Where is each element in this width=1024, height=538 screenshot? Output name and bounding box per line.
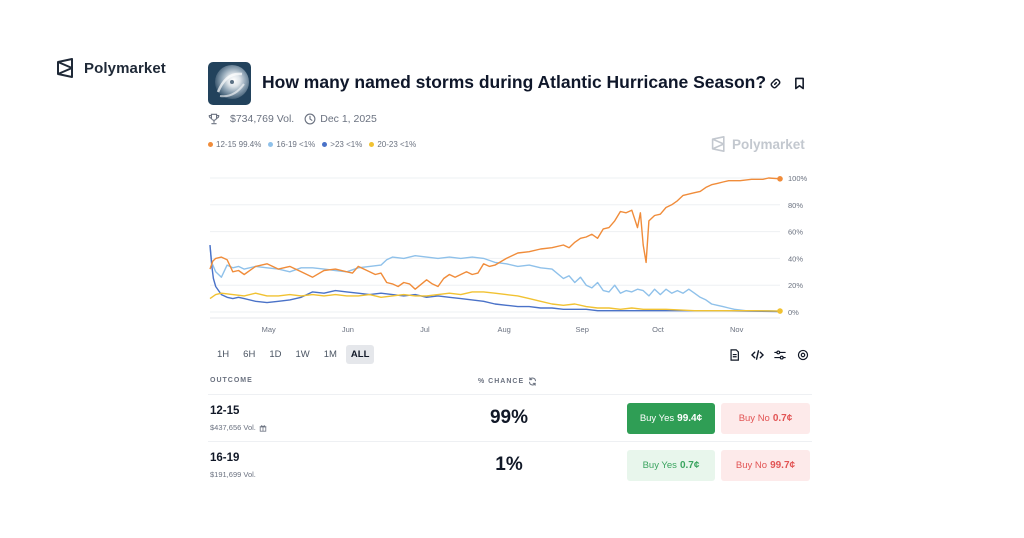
end-date-info: Dec 1, 2025: [304, 113, 377, 125]
x-tick-label: Jun: [342, 325, 354, 334]
chart-legend: 12-15 99.4% 16-19 <1% >23 <1% 20-23 <1%: [208, 140, 423, 149]
brand-name: Polymarket: [84, 59, 166, 77]
buy-yes-button[interactable]: Buy Yes 0.7¢: [627, 450, 715, 481]
sliders-icon[interactable]: [773, 348, 787, 362]
polymarket-logo-icon: [711, 136, 725, 152]
x-tick-label: Sep: [576, 325, 589, 334]
buy-yes-button[interactable]: Buy Yes 99.4¢: [627, 403, 715, 434]
series-endpoint-12-15: [777, 176, 783, 182]
range-1w[interactable]: 1W: [295, 349, 310, 360]
series-line-20-23: [209, 291, 781, 312]
chart-watermark: Polymarket: [711, 136, 805, 152]
y-tick-label: 100%: [788, 174, 808, 183]
x-tick-label: Oct: [652, 325, 665, 334]
buy-no-button[interactable]: Buy No 0.7¢: [721, 403, 810, 434]
market-title: How many named storms during Atlantic Hu…: [262, 72, 767, 92]
series-line-16-19: [209, 246, 781, 312]
outcome-row[interactable]: 12-15 $437,656 Vol. 99% Buy Yes 99.4¢ Buy…: [208, 394, 812, 440]
outcome-chance: 99%: [489, 407, 529, 428]
outcome-volume: $191,699 Vol.: [210, 470, 256, 479]
bookmark-icon[interactable]: [790, 74, 808, 92]
legend-item: 12-15 99.4%: [208, 140, 261, 149]
range-1m[interactable]: 1M: [323, 349, 337, 360]
outcome-row[interactable]: 16-19 $191,699 Vol. 1% Buy Yes 0.7¢ Buy N…: [208, 441, 812, 487]
probability-chart[interactable]: 100% 80% 60% 40% 20% 0% May Jun Jul Aug Sep Oct Nov: [208, 164, 812, 340]
range-1h[interactable]: 1H: [217, 349, 230, 360]
total-volume: $734,769 Vol.: [230, 113, 295, 125]
gift-icon: [259, 424, 267, 432]
x-tick-label: May: [262, 325, 276, 334]
trophy-icon: [208, 113, 220, 125]
market-meta: $734,769 Vol. Dec 1, 2025: [208, 113, 387, 125]
copy-link-icon[interactable]: [766, 74, 784, 92]
chance-header: % CHANCE: [478, 377, 537, 386]
series-endpoint-20-23: [777, 308, 783, 314]
legend-item: >23 <1%: [322, 140, 362, 149]
market-image: [208, 62, 251, 105]
brand[interactable]: Polymarket: [56, 58, 166, 78]
series-line-12-15: [209, 177, 781, 290]
document-icon[interactable]: [727, 348, 741, 362]
y-tick-label: 0%: [788, 308, 799, 317]
polymarket-logo-icon: [57, 58, 73, 78]
outcome-name: 16-19: [210, 452, 240, 464]
series-line->23: [209, 244, 781, 313]
embed-code-icon[interactable]: [750, 348, 764, 362]
outcome-name: 12-15: [210, 405, 240, 417]
time-range-selector: 1H 6H 1D 1W 1M ALL: [212, 345, 375, 364]
legend-item: 16-19 <1%: [268, 140, 315, 149]
x-tick-label: Aug: [497, 325, 510, 334]
y-tick-label: 20%: [788, 281, 803, 290]
range-all[interactable]: ALL: [345, 345, 375, 364]
outcome-header: OUTCOME: [210, 377, 253, 384]
buy-no-button[interactable]: Buy No 99.7¢: [721, 450, 810, 481]
clock-icon: [304, 113, 316, 125]
refresh-icon[interactable]: [528, 377, 537, 386]
market-header: How many named storms during Atlantic Hu…: [208, 60, 812, 106]
chart-tools: [727, 348, 810, 362]
y-tick-label: 80%: [788, 201, 803, 210]
x-tick-label: Jul: [420, 325, 430, 334]
end-date: Dec 1, 2025: [320, 113, 377, 125]
range-6h[interactable]: 6H: [243, 349, 256, 360]
legend-item: 20-23 <1%: [369, 140, 416, 149]
x-tick-label: Nov: [730, 325, 744, 334]
y-tick-label: 60%: [788, 228, 803, 237]
settings-gear-icon[interactable]: [796, 348, 810, 362]
outcome-volume: $437,656 Vol.: [210, 423, 267, 432]
volume-info: $734,769 Vol.: [208, 113, 294, 125]
outcome-chance: 1%: [495, 454, 523, 475]
y-tick-label: 40%: [788, 254, 803, 263]
range-1d[interactable]: 1D: [269, 349, 282, 360]
